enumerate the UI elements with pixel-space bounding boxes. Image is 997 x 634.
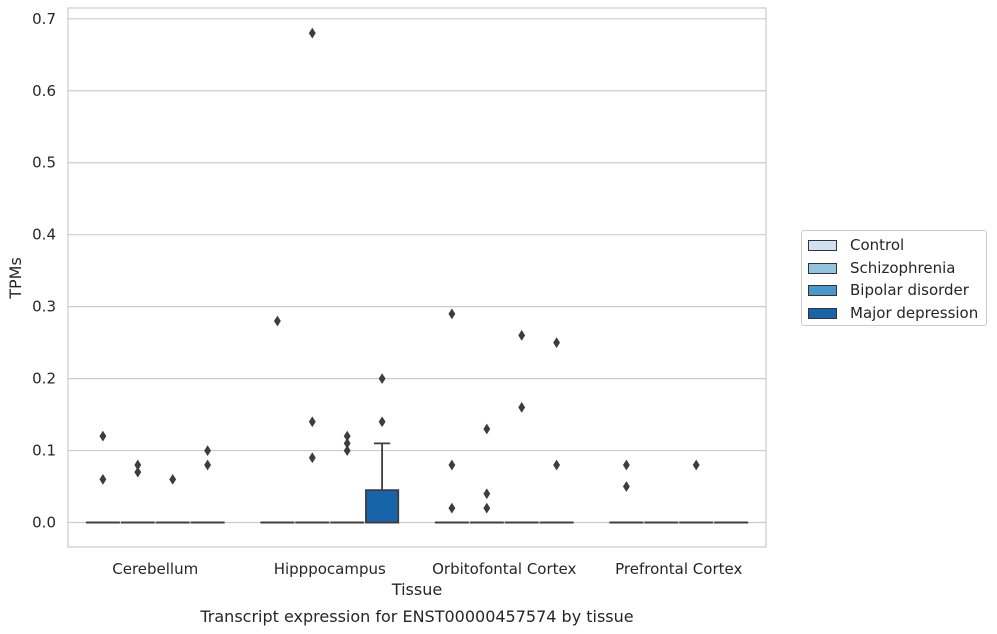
outlier-point	[553, 337, 561, 349]
outlier-point	[378, 416, 386, 428]
outliers	[99, 27, 700, 514]
outlier-point	[343, 430, 351, 442]
boxes	[85, 442, 749, 524]
outlier-point	[308, 416, 316, 428]
x-tick-label: Orbitofontal Cortex	[432, 560, 576, 578]
outlier-point	[553, 459, 561, 471]
y-tick-label: 0.2	[32, 370, 56, 388]
outlier-point	[622, 481, 630, 492]
legend-label-major-depression: Major depression	[850, 304, 979, 322]
y-tick-label: 0.1	[32, 442, 56, 460]
y-tick-label: 0.5	[32, 154, 56, 172]
box-hipppocampus-major-depression	[365, 489, 400, 524]
legend-label-control: Control	[850, 236, 905, 254]
x-axis-label: Tissue	[391, 580, 442, 599]
outlier-point	[483, 502, 491, 514]
legend-swatch-major-depression	[808, 307, 837, 319]
y-tick-label: 0.4	[32, 226, 56, 244]
y-tick-label: 0.0	[32, 514, 56, 532]
legend-item-major-depression: Major depression	[808, 303, 978, 323]
legend-item-bipolar-disorder: Bipolar disorder	[808, 280, 969, 300]
outlier-point	[343, 445, 351, 456]
x-tick-label: Prefrontal Cortex	[615, 560, 742, 578]
x-tick-labels: Cerebellum Hipppocampus Orbitofontal Corte…	[112, 560, 742, 578]
legend-item-schizophrenia: Schizophrenia	[808, 258, 955, 278]
y-tick-label: 0.7	[32, 10, 56, 28]
outlier-point	[134, 459, 142, 471]
legend-label-bipolar-disorder: Bipolar disorder	[850, 281, 969, 299]
outlier-point	[483, 423, 491, 435]
legend: Control Schizophrenia Bipolar disorder M…	[801, 230, 987, 326]
y-tick-labels: 0.0 0.1 0.2 0.3 0.4 0.5 0.6 0.7	[32, 10, 56, 532]
y-tick-label: 0.6	[32, 82, 56, 100]
outlier-point	[378, 373, 386, 384]
outlier-point	[204, 459, 212, 471]
outlier-point	[448, 502, 456, 514]
outlier-point	[204, 445, 212, 456]
outlier-point	[99, 430, 107, 442]
outlier-point	[692, 459, 700, 471]
y-tick-label: 0.3	[32, 298, 56, 316]
outlier-point	[622, 459, 630, 471]
outlier-point	[518, 402, 526, 413]
outlier-point	[483, 488, 491, 500]
outlier-point	[99, 473, 107, 485]
chart-caption: Transcript expression for ENST0000045757…	[199, 607, 633, 626]
gridlines	[68, 18, 766, 524]
legend-swatch-control	[808, 239, 837, 251]
x-tick-label: Hipppocampus	[274, 560, 386, 578]
legend-label-schizophrenia: Schizophrenia	[850, 259, 956, 277]
y-axis-label: TPMs	[6, 257, 25, 300]
outlier-point	[308, 452, 316, 464]
legend-item-control: Control	[808, 235, 904, 255]
legend-swatch-bipolar-disorder	[808, 284, 837, 296]
outlier-point	[448, 459, 456, 471]
plot-frame	[67, 7, 767, 548]
outlier-point	[169, 473, 177, 485]
outlier-point	[273, 315, 281, 327]
x-tick-label: Cerebellum	[112, 560, 198, 578]
outlier-point	[343, 437, 351, 449]
legend-swatch-schizophrenia	[808, 262, 837, 274]
outlier-point	[448, 308, 456, 320]
outlier-point	[308, 27, 316, 39]
outlier-point	[518, 330, 526, 341]
outlier-point	[134, 466, 142, 478]
